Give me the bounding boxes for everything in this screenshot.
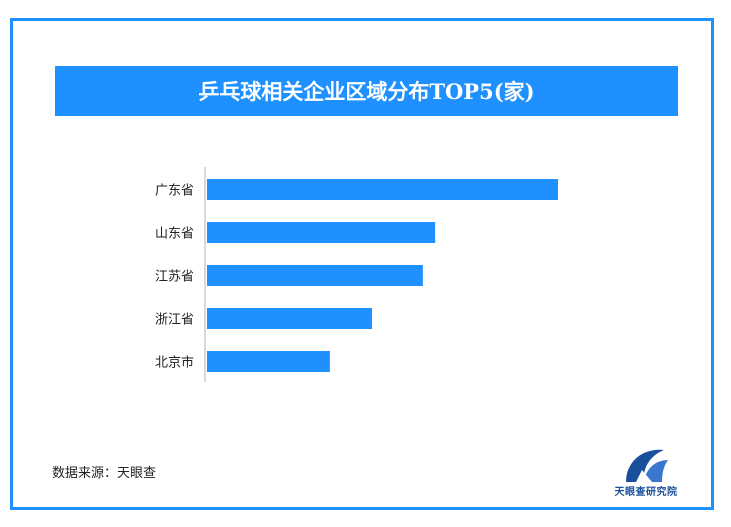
category-label-4: 北京市: [155, 355, 194, 371]
category-label-0: 广东省: [155, 184, 194, 199]
category-label-2: 江苏省: [155, 269, 194, 285]
tianyancha-logo-icon: [626, 449, 668, 482]
category-label-3: 浙江省: [155, 313, 194, 328]
bar-3: [207, 308, 372, 329]
logo-text: 天眼查研究院: [614, 487, 678, 498]
bar-0: [207, 179, 558, 200]
brand-logo: 天眼查研究院: [606, 440, 686, 502]
bar-2: [207, 265, 423, 286]
bar-1: [207, 222, 436, 243]
data-source: 数据来源：天眼查: [52, 466, 157, 481]
bar-4: [207, 351, 330, 372]
category-label-1: 山东省: [155, 227, 194, 242]
chart-title: 乒乓球相关企业区域分布TOP5(家): [55, 66, 678, 116]
